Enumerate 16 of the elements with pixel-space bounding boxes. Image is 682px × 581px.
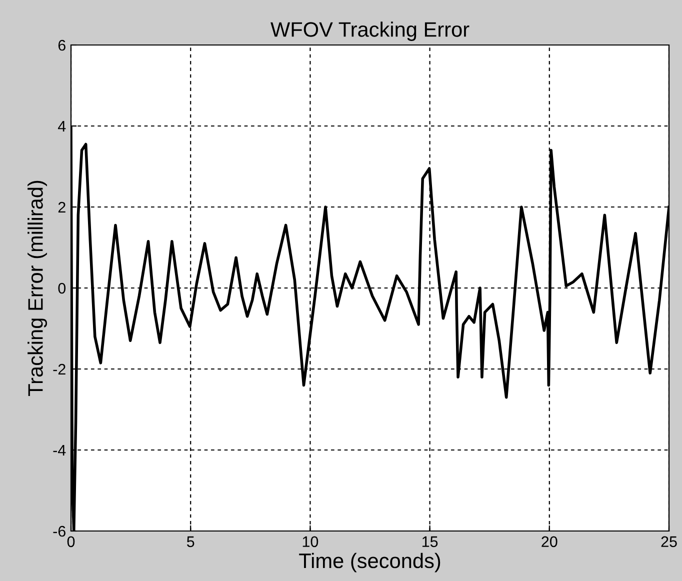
y-tick-label: 4 xyxy=(58,121,66,132)
y-axis-title: Tracking Error (millirad) xyxy=(28,180,47,396)
y-tick-label: -6 xyxy=(53,526,66,537)
y-tick-label: 2 xyxy=(58,202,66,213)
x-tick-label: 20 xyxy=(542,536,558,548)
x-tick-label: 15 xyxy=(422,536,438,548)
y-tick-label: 6 xyxy=(58,40,66,51)
x-tick-label: 5 xyxy=(186,536,194,548)
x-axis-title: Time (seconds) xyxy=(299,552,440,572)
y-tick-label: 0 xyxy=(58,282,66,294)
x-tick-label: 0 xyxy=(67,536,75,548)
y-tick-label: -2 xyxy=(53,364,66,375)
x-tick-label: 25 xyxy=(661,536,677,548)
x-tick-label: 10 xyxy=(302,536,318,548)
chart-title: WFOV Tracking Error xyxy=(270,22,470,41)
y-tick-label: -4 xyxy=(53,445,66,456)
